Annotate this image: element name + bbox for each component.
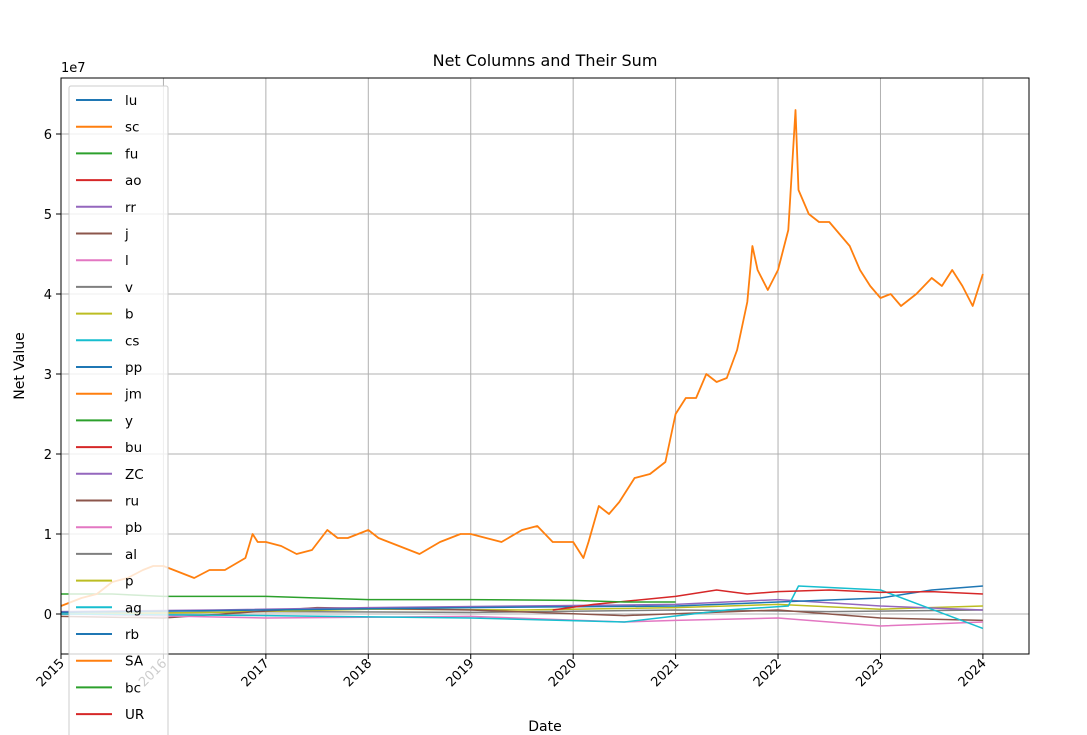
legend-label: b [125, 307, 134, 323]
y-tick-label: 5 [44, 208, 52, 223]
series-lines [60, 109, 984, 630]
legend-label: cs [125, 333, 139, 349]
y-axis-ticks: 0 1 2 3 4 5 6 [44, 128, 61, 623]
y-tick-label: 1 [44, 528, 52, 543]
y-multiplier-label: 1e7 [61, 61, 86, 76]
legend-label: pp [125, 360, 142, 376]
y-tick-label: 2 [44, 448, 52, 463]
legend-label: j [124, 227, 129, 243]
series-line-b [60, 603, 983, 615]
legend-label: rr [125, 200, 136, 216]
y-tick-label: 0 [44, 608, 52, 623]
x-axis-label: Date [528, 719, 561, 735]
series-line-l [60, 613, 983, 627]
y-axis-label: Net Value [12, 332, 28, 399]
y-tick-label: 4 [44, 288, 52, 303]
series-line-ag [60, 585, 984, 630]
grid [60, 78, 1029, 654]
legend-label: al [125, 547, 137, 563]
plot-frame [60, 77, 1030, 655]
legend-label: v [125, 280, 133, 296]
legend-label: jm [124, 387, 142, 403]
series-line-ao [552, 589, 983, 611]
y-tick-label: 6 [44, 128, 52, 143]
legend-label: SA [125, 654, 144, 670]
legend-label: ao [125, 173, 142, 189]
series-line-sum [60, 109, 984, 607]
y-tick-label: 3 [44, 368, 52, 383]
legend-label: y [125, 413, 133, 429]
legend-label: lu [125, 93, 137, 109]
legend-label: bc [125, 680, 141, 696]
legend-label: p [125, 574, 134, 590]
legend-label: ZC [125, 467, 144, 483]
chart-title: Net Columns and Their Sum [433, 51, 658, 70]
legend-label: bu [125, 440, 142, 456]
legend-label: l [125, 253, 129, 269]
legend-label: sc [125, 120, 139, 136]
legend-label: rb [125, 627, 139, 643]
legend-box [68, 85, 169, 735]
legend-label: ag [125, 600, 142, 616]
legend-label: fu [125, 146, 138, 162]
legend-label: ru [125, 494, 139, 510]
legend-label: pb [125, 520, 142, 536]
legend-label: UR [125, 707, 144, 723]
